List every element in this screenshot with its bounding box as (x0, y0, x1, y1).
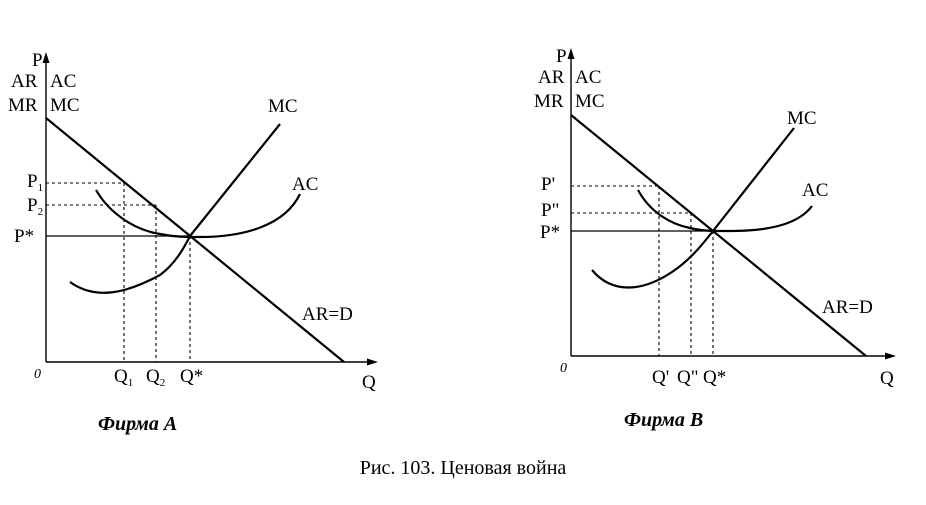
demand-curve-label: AR=D (822, 297, 873, 318)
x-axis-label-q: Q (880, 368, 894, 389)
ac-curve (637, 189, 813, 233)
demand-curve-label: AR=D (302, 304, 353, 325)
quantity-label-q-star: Q* (180, 366, 203, 387)
y-axis-arrow (42, 52, 50, 63)
y-axis-label-ac: AC (50, 71, 76, 92)
y-axis-label-ar: AR (538, 67, 565, 88)
y-axis-label-mr: MR (8, 95, 38, 116)
panel-title: Фирма A (98, 413, 177, 435)
y-axis-label-ac: AC (575, 67, 601, 88)
x-axis-arrow (885, 352, 896, 360)
origin-label: 0 (560, 361, 567, 376)
ac-curve (95, 189, 301, 239)
mc-curve (69, 123, 281, 294)
price-label-p1: P1 (27, 171, 43, 194)
quantity-label-q-double-prime: Q" (677, 367, 698, 388)
quantity-label-q1: Q1 (114, 366, 133, 389)
y-axis-arrow (567, 48, 575, 59)
y-axis-label-mc: MC (575, 91, 605, 112)
x-axis-arrow (367, 358, 378, 366)
origin-label: 0 (34, 367, 41, 382)
price-label-p2: P2 (27, 195, 43, 218)
quantity-label-q-star: Q* (703, 367, 726, 388)
mc-curve-label: MC (787, 108, 817, 129)
panel-firm-a: P AR AC MR MC 0 Q P1 P2 P* Q1 Q2 Q* MC A… (8, 50, 378, 435)
price-label-p-double-prime: P" (541, 200, 559, 221)
mc-curve-label: MC (268, 96, 298, 117)
y-axis-label-ar: AR (11, 71, 38, 92)
quantity-label-q2: Q2 (146, 366, 165, 389)
demand-line (570, 114, 867, 357)
panel-title: Фирма B (624, 409, 703, 431)
y-axis-label-mr: MR (534, 91, 564, 112)
ac-curve-label: AC (292, 174, 318, 195)
demand-line (45, 117, 345, 363)
price-label-p-star: P* (540, 222, 560, 243)
price-label-p-prime: P' (541, 174, 555, 195)
y-axis-label-p: P (32, 50, 43, 71)
x-axis-label-q: Q (362, 372, 376, 393)
y-axis-label-mc: MC (50, 95, 80, 116)
panel-firm-b: P AR AC MR MC 0 Q P' P" P* Q' Q" Q* MC A… (534, 46, 896, 431)
price-label-p-star: P* (14, 226, 34, 247)
quantity-label-q-prime: Q' (652, 367, 669, 388)
figure-caption: Рис. 103. Ценовая война (360, 457, 567, 479)
ac-curve-label: AC (802, 180, 828, 201)
y-axis-label-p: P (556, 46, 567, 67)
mc-curve (591, 127, 795, 289)
